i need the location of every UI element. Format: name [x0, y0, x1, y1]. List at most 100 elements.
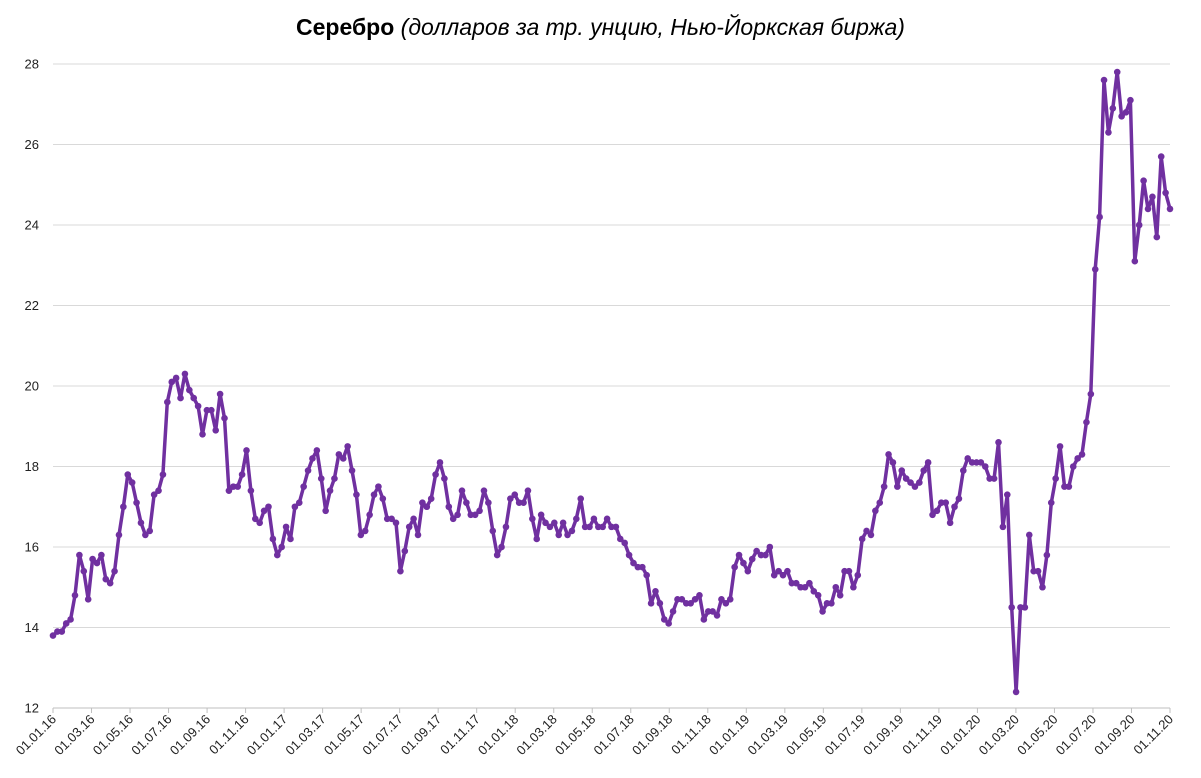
data-point	[603, 515, 611, 523]
x-tick-label: 01.03.17	[282, 712, 328, 758]
data-point	[696, 592, 703, 599]
data-point	[744, 567, 752, 575]
data-point	[1122, 109, 1130, 116]
data-point	[876, 499, 884, 507]
data-point	[476, 507, 483, 515]
data-point	[542, 519, 549, 527]
x-tick-label: 01.11.20	[1130, 712, 1176, 758]
y-tick-label: 12	[25, 701, 39, 716]
data-point	[537, 511, 545, 519]
data-point	[485, 499, 492, 507]
data-point	[1140, 177, 1147, 185]
data-point	[186, 386, 193, 394]
data-point	[445, 503, 453, 511]
x-tick-label: 01.09.16	[167, 712, 213, 758]
data-point	[916, 479, 923, 486]
data-point	[1157, 153, 1165, 160]
x-tick-label: 01.07.16	[128, 712, 174, 758]
data-point	[590, 515, 598, 523]
data-point	[643, 571, 650, 579]
data-point	[999, 523, 1007, 531]
data-point	[1012, 688, 1020, 696]
data-point	[194, 402, 202, 410]
data-point	[1003, 491, 1011, 498]
data-point	[89, 555, 96, 563]
data-point	[493, 551, 501, 559]
data-point	[353, 491, 360, 498]
gridlines	[53, 63, 1170, 628]
data-point	[638, 563, 646, 571]
data-point	[1008, 604, 1015, 611]
data-point	[748, 555, 756, 563]
data-point	[792, 579, 800, 587]
x-tick-label: 01.09.17	[398, 712, 444, 758]
x-tick-label: 01.07.20	[1053, 712, 1099, 758]
data-point	[287, 535, 294, 543]
data-point	[964, 455, 972, 462]
data-point	[867, 531, 875, 539]
data-point	[647, 600, 655, 607]
data-point	[423, 503, 431, 511]
data-point	[133, 499, 140, 507]
data-point	[124, 471, 132, 478]
data-point	[836, 592, 844, 599]
data-point	[260, 507, 268, 515]
data-point	[946, 519, 954, 527]
data-point	[480, 487, 488, 494]
data-point	[357, 531, 365, 539]
data-point	[150, 491, 158, 498]
data-point	[348, 467, 356, 474]
data-point	[762, 551, 769, 559]
data-point	[1131, 257, 1139, 265]
data-point	[76, 551, 83, 559]
data-point	[612, 523, 620, 531]
data-point	[1113, 68, 1121, 76]
data-point	[62, 620, 70, 627]
x-tick-label: 01.01.20	[937, 712, 983, 758]
data-point	[155, 487, 162, 494]
data-point	[740, 559, 747, 567]
data-point	[168, 378, 176, 386]
chart-title: Серебро (долларов за тр. унцию, Нью-Йорк…	[0, 14, 1201, 41]
data-point	[208, 406, 215, 414]
data-point	[489, 527, 497, 535]
x-tick-label: 01.07.18	[590, 712, 636, 758]
x-tick-label: 01.03.20	[976, 712, 1022, 758]
data-point	[120, 503, 127, 511]
data-point	[735, 551, 743, 559]
data-point	[828, 600, 835, 607]
data-point	[225, 487, 233, 494]
data-point	[392, 519, 400, 527]
x-tick-label: 01.11.16	[206, 712, 252, 758]
data-point	[845, 567, 853, 575]
data-point	[955, 495, 963, 503]
data-point	[1127, 96, 1134, 104]
data-point	[911, 483, 919, 490]
data-point	[142, 531, 149, 539]
data-point	[568, 527, 576, 535]
data-point	[775, 567, 782, 575]
data-point	[977, 459, 985, 466]
data-point	[885, 451, 892, 458]
data-point	[471, 511, 479, 519]
data-point	[920, 467, 928, 474]
data-point	[678, 596, 686, 603]
data-point	[1043, 551, 1051, 559]
data-point	[1078, 451, 1086, 458]
x-tick-label: 01.11.19	[899, 712, 945, 758]
data-point	[551, 519, 558, 527]
x-tick-label: 01.05.16	[90, 712, 136, 758]
data-point	[1065, 483, 1073, 490]
data-point	[555, 531, 563, 539]
data-point	[247, 487, 255, 494]
data-point	[181, 370, 189, 378]
data-point	[405, 523, 413, 531]
y-tick-label: 26	[25, 137, 39, 152]
data-point	[691, 596, 699, 603]
data-point	[713, 612, 721, 619]
data-point	[463, 499, 470, 507]
data-point	[309, 455, 316, 462]
data-point	[524, 487, 532, 494]
data-point	[960, 467, 967, 474]
data-point	[902, 475, 910, 482]
